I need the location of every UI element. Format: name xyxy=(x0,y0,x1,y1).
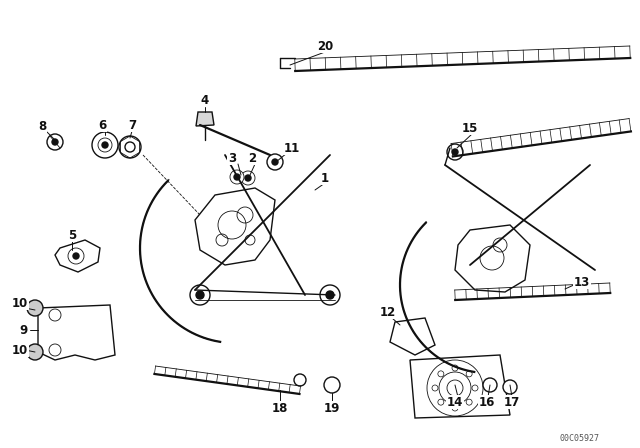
Circle shape xyxy=(98,138,112,152)
Circle shape xyxy=(245,175,251,181)
Circle shape xyxy=(190,285,210,305)
Circle shape xyxy=(483,378,497,392)
Text: 8: 8 xyxy=(38,120,46,133)
Circle shape xyxy=(196,291,204,299)
Polygon shape xyxy=(196,112,214,126)
Text: 3: 3 xyxy=(228,151,236,164)
Text: 00C05927: 00C05927 xyxy=(560,434,600,443)
Circle shape xyxy=(68,248,84,264)
Text: 11: 11 xyxy=(284,142,300,155)
Circle shape xyxy=(52,139,58,145)
Circle shape xyxy=(92,132,118,158)
Circle shape xyxy=(230,170,244,184)
Circle shape xyxy=(102,142,108,148)
Text: 7: 7 xyxy=(128,119,136,132)
Circle shape xyxy=(447,144,463,160)
Text: 19: 19 xyxy=(324,401,340,414)
Circle shape xyxy=(320,285,340,305)
Text: 15: 15 xyxy=(462,121,478,134)
Text: 5: 5 xyxy=(68,228,76,241)
Text: 14: 14 xyxy=(447,396,463,409)
Polygon shape xyxy=(38,305,115,360)
Circle shape xyxy=(234,174,240,180)
Circle shape xyxy=(452,149,458,155)
Text: 12: 12 xyxy=(380,306,396,319)
Text: 17: 17 xyxy=(504,396,520,409)
Polygon shape xyxy=(410,355,510,418)
Circle shape xyxy=(324,377,340,393)
Circle shape xyxy=(267,154,283,170)
Text: 9: 9 xyxy=(20,323,28,336)
Text: 1: 1 xyxy=(321,172,329,185)
Circle shape xyxy=(241,171,255,185)
Circle shape xyxy=(328,403,336,411)
Text: 10: 10 xyxy=(12,344,28,357)
Circle shape xyxy=(503,380,517,394)
Circle shape xyxy=(427,360,483,416)
Circle shape xyxy=(119,136,141,158)
Circle shape xyxy=(27,344,43,360)
Text: 4: 4 xyxy=(201,94,209,107)
Text: 13: 13 xyxy=(574,276,590,289)
Text: 10: 10 xyxy=(12,297,28,310)
Circle shape xyxy=(47,134,63,150)
Text: 2: 2 xyxy=(248,151,256,164)
Circle shape xyxy=(294,374,306,386)
Text: 6: 6 xyxy=(98,119,106,132)
Circle shape xyxy=(125,142,135,152)
Circle shape xyxy=(272,159,278,165)
Circle shape xyxy=(73,253,79,259)
Text: 20: 20 xyxy=(317,39,333,52)
Circle shape xyxy=(326,291,334,299)
Text: 18: 18 xyxy=(272,401,288,414)
Circle shape xyxy=(27,300,43,316)
Text: 16: 16 xyxy=(479,396,495,409)
